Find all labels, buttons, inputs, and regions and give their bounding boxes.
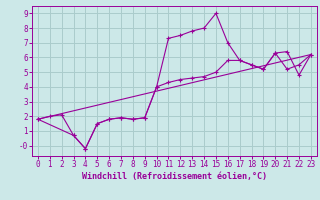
X-axis label: Windchill (Refroidissement éolien,°C): Windchill (Refroidissement éolien,°C)	[82, 172, 267, 181]
